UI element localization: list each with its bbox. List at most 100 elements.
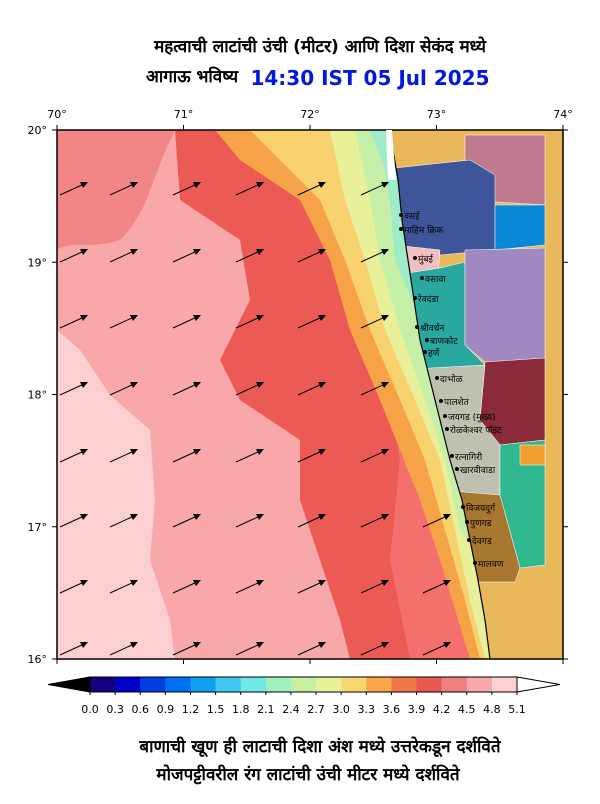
wave-arrow-head: [130, 514, 138, 520]
wave-arrow: [109, 643, 135, 656]
wave-arrow: [235, 250, 261, 263]
wave-arrow: [297, 316, 323, 329]
wave-arrow-head: [381, 449, 389, 455]
lon-tick-label: 70°: [47, 108, 67, 121]
footer-line: मोजपट्टीवरील रंग लाटांची उंची मीटर मध्ये…: [155, 764, 460, 785]
colorbar-label: 3.3: [358, 703, 376, 716]
place-dot: [413, 256, 417, 260]
place-label: देवगड: [472, 535, 492, 547]
wave-arrow-head: [256, 514, 264, 520]
colorbar-label: 2.1: [257, 703, 275, 716]
wave-arrow-head: [256, 382, 264, 388]
place-label: जयगड (मुख्य): [448, 413, 496, 423]
wave-arrow: [422, 515, 448, 528]
wave-arrow-head: [80, 514, 88, 520]
lat-tick-label: 16°: [28, 653, 48, 666]
wave-arrow: [172, 383, 198, 396]
lon-tick-label: 73°: [427, 108, 447, 121]
forecast-time: 14:30 IST 05 Jul 2025: [250, 66, 489, 90]
wave-arrow: [109, 183, 135, 196]
lat-tick-label: 19°: [28, 256, 48, 269]
wave-arrow: [360, 581, 386, 594]
place-dot: [425, 338, 429, 342]
lon-tick-label: 71°: [174, 108, 194, 121]
lat-tick-label: 17°: [28, 521, 48, 534]
wave-arrow: [59, 250, 85, 263]
place-dot: [439, 399, 443, 403]
wave-arrow: [235, 515, 261, 528]
colorbar-label: 0.6: [131, 703, 149, 716]
wave-arrow-head: [381, 642, 389, 648]
wave-arrow-head: [130, 382, 138, 388]
colorbar-segment: [290, 677, 317, 692]
wave-arrow: [59, 383, 85, 396]
wave-arrow-head: [256, 449, 264, 455]
wave-arrow: [360, 183, 386, 196]
wave-arrow: [172, 581, 198, 594]
wave-arrow: [297, 383, 323, 396]
wave-arrow: [360, 643, 386, 656]
colorbar-segment: [265, 677, 292, 692]
colorbar-label: 5.1: [508, 703, 526, 716]
place-label: विजयदुर्ग: [466, 502, 496, 514]
lon-tick-label: 72°: [300, 108, 320, 121]
wave-arrow-head: [381, 382, 389, 388]
wave-arrow-head: [318, 182, 326, 188]
wave-arrow-head: [130, 182, 138, 188]
wave-arrow: [360, 383, 386, 396]
wave-arrow: [59, 450, 85, 463]
place-label: पालशेत: [444, 396, 470, 408]
wave-arrow: [172, 250, 198, 263]
wave-arrow-head: [80, 382, 88, 388]
title: महत्वाची लाटांची उंची (मीटर) आणि दिशा से…: [153, 36, 487, 57]
colorbar-label: 4.8: [483, 703, 501, 716]
wave-arrow: [422, 643, 448, 656]
place-label: दाभोळ: [440, 373, 463, 385]
wave-arrow: [109, 581, 135, 594]
place-label: श्रीवर्धन: [420, 322, 445, 334]
district: [519, 444, 546, 466]
colorbar-segment: [140, 677, 166, 692]
wave-arrow: [297, 183, 323, 196]
place-label: वसई: [404, 210, 421, 222]
wave-arrow-head: [256, 642, 264, 648]
colorbar-segment: [215, 677, 242, 692]
lat-tick-label: 20°: [28, 124, 48, 137]
wave-arrow: [297, 643, 323, 656]
wave-arrow: [297, 515, 323, 528]
colorbar-segment: [366, 677, 392, 692]
wave-arrow-head: [256, 315, 264, 321]
wave-arrow: [59, 581, 85, 594]
colorbar-label: 3.9: [408, 703, 426, 716]
colorbar-segment: [90, 677, 116, 692]
wave-arrow: [59, 515, 85, 528]
wave-arrow-head: [381, 249, 389, 255]
wave-arrow-head: [80, 249, 88, 255]
wave-arrow-head: [381, 182, 389, 188]
wave-arrow-head: [443, 580, 451, 586]
wave-arrow: [360, 450, 386, 463]
wave-arrow-head: [381, 580, 389, 586]
sea-band: [57, 130, 175, 250]
place-label: हर्णे: [428, 347, 440, 359]
place-dot: [420, 276, 424, 280]
colorbar-segment: [165, 677, 191, 692]
colorbar-label: 0.9: [157, 703, 175, 716]
colorbar-label: 3.0: [332, 703, 350, 716]
colorbar-under: [47, 676, 91, 693]
wave-arrow-head: [256, 249, 264, 255]
wave-arrow: [235, 316, 261, 329]
colorbar-label: 3.6: [383, 703, 401, 716]
colorbar-segment: [416, 677, 442, 692]
place-label: रेवदंडा: [418, 293, 440, 305]
wave-arrow-head: [130, 642, 138, 648]
colorbar-label: 1.2: [182, 703, 200, 716]
place-label: माहिम क्रिक: [404, 224, 444, 236]
wave-arrow: [59, 183, 85, 196]
wave-arrow-head: [256, 182, 264, 188]
colorbar-label: 2.7: [307, 703, 325, 716]
wave-arrow-head: [80, 449, 88, 455]
district: [464, 247, 546, 363]
wave-arrow: [59, 316, 85, 329]
wave-arrow: [235, 643, 261, 656]
